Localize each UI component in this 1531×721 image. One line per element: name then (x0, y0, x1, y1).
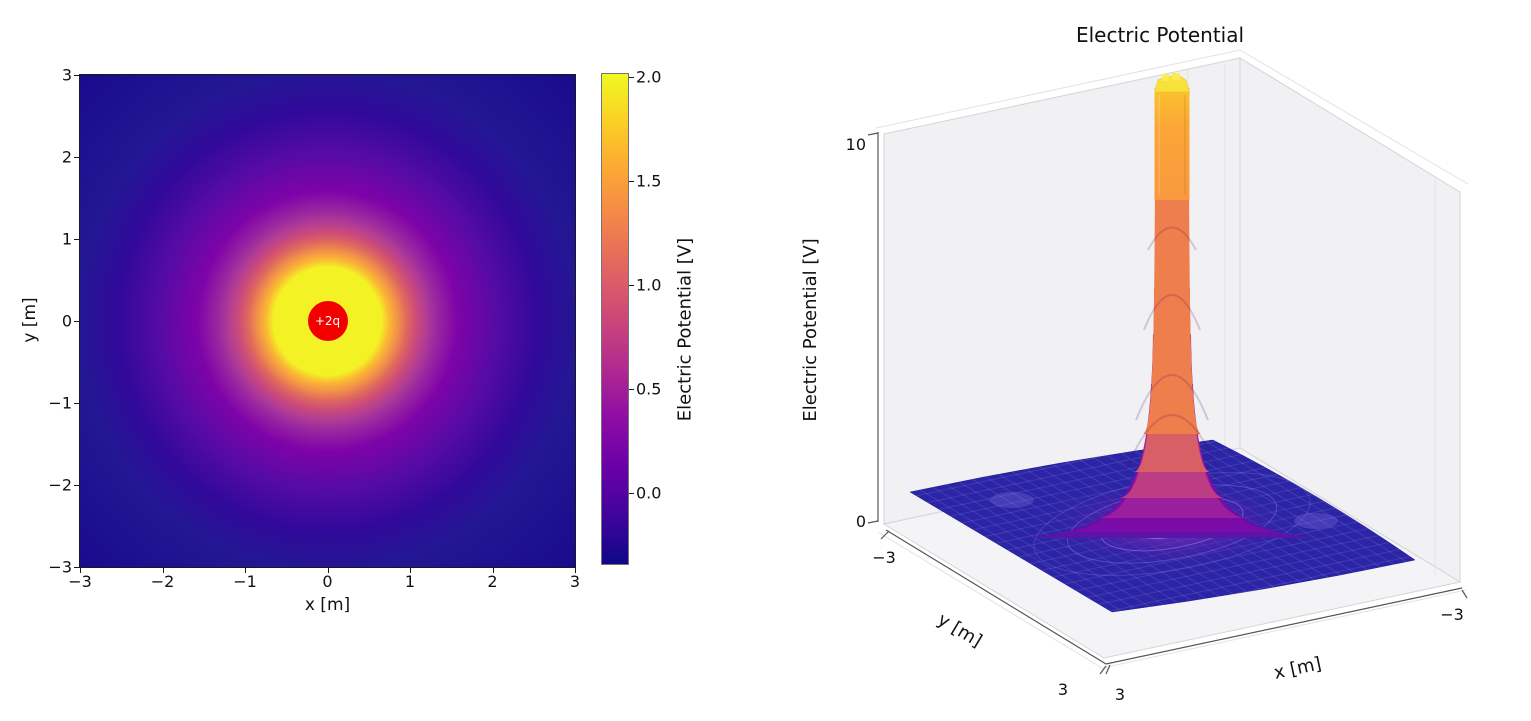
y-tickmark (74, 567, 79, 568)
x-tick-label: 3 (569, 572, 581, 591)
colorbar-tick-label: 0.5 (636, 379, 662, 399)
x-tickmark (327, 568, 329, 573)
pane-bottom-edge (877, 531, 1467, 669)
y-tickmark (74, 321, 79, 322)
x-tick-label: 0 (322, 572, 333, 591)
heatmap-panel: +2q −3 −2 −1 0 1 2 3 3 2 1 0 −1 −2 −3 x [m] y [m] 2.… (0, 0, 760, 721)
y-tickmark (74, 403, 79, 404)
y-tick-label: −2 (48, 475, 72, 495)
surface3d-panel: Electric Potential Electric Potential [V… (800, 23, 1469, 704)
y-tickmark (74, 239, 79, 240)
y-tick-label: 0 (61, 311, 72, 331)
z-tickmark (867, 132, 879, 136)
y-tick-label: −3 (872, 548, 896, 567)
colorbar-tick-label: 2.0 (636, 67, 662, 87)
y-axis-label: y [m] (934, 609, 986, 652)
spike-bell-6 (1143, 188, 1201, 434)
colorbar-tickmark (629, 493, 634, 494)
y-tickmark (880, 530, 890, 540)
surface-plot (909, 73, 1416, 613)
x-tickmark (410, 568, 411, 573)
charge-marker: +2q (307, 301, 348, 341)
x-tick-label: 3 (1115, 685, 1125, 704)
y-tick-label: 2 (61, 147, 72, 167)
x-tickmark (492, 568, 494, 573)
y-tick-label: −1 (48, 393, 72, 413)
charge-label: +2q (314, 314, 341, 328)
y-axis-line (885, 529, 1107, 665)
colorbar (602, 74, 628, 564)
y-axis-label: y [m] (20, 297, 40, 343)
x-axis-label: x [m] (1272, 653, 1323, 684)
y-tickmark (1099, 665, 1107, 675)
colorbar-tick-label: 0.0 (636, 483, 662, 503)
surface-highlight-spot (990, 492, 1034, 508)
x-tick-label: −2 (150, 572, 175, 591)
spike-cap-facet (1172, 73, 1180, 80)
z-tick-label: 10 (846, 135, 866, 154)
x-tick-label: 2 (487, 572, 498, 591)
x-tick-label: −3 (68, 572, 92, 591)
heatmap-image: +2q (80, 75, 575, 567)
axes3d-lines (867, 132, 1468, 675)
x-tickmark (575, 568, 576, 573)
y-tickmark (74, 485, 79, 486)
z-tick-label: 0 (856, 512, 866, 531)
x-axis-line (1105, 587, 1463, 665)
spike-column (1154, 88, 1190, 200)
pane-top-edge (875, 49, 1469, 185)
x-tick-label: −3 (1440, 605, 1464, 624)
x-tickmark (80, 568, 81, 573)
x-tickmark (1461, 589, 1468, 599)
x-tick-label: 1 (404, 572, 416, 591)
colorbar-tickmark (629, 285, 634, 286)
colorbar-tickmark (629, 77, 634, 78)
plot-title: Electric Potential (1076, 23, 1244, 47)
x-tickmark (245, 568, 246, 573)
spike-cap-facet (1162, 74, 1169, 81)
colorbar-tickmark (629, 389, 634, 390)
spike-petal-arcs (1125, 226, 1219, 471)
colorbar-tick-label: 1.0 (636, 275, 662, 295)
colorbar-label: Electric Potential [V] (674, 237, 696, 422)
y-tick-label: 3 (1058, 680, 1068, 699)
y-tick-label: −3 (48, 557, 72, 577)
y-tickmark (74, 157, 79, 158)
surface-highlight-spot (1294, 513, 1338, 529)
y-tick-label: 1 (61, 229, 72, 249)
colorbar-tick-label: 1.5 (636, 171, 662, 191)
x-tick-label: −1 (233, 572, 257, 591)
y-tick-label: 3 (61, 65, 72, 85)
x-tickmark (1105, 664, 1111, 675)
x-axis-label: x [m] (304, 595, 351, 615)
axes3d-labels: Electric Potential Electric Potential [V… (800, 23, 1464, 704)
z-tickmark (867, 520, 879, 524)
colorbar-tickmark (629, 181, 634, 182)
y-tickmark (74, 75, 79, 76)
z-axis-label: Electric Potential [V] (800, 238, 821, 421)
x-tickmark (162, 568, 164, 573)
